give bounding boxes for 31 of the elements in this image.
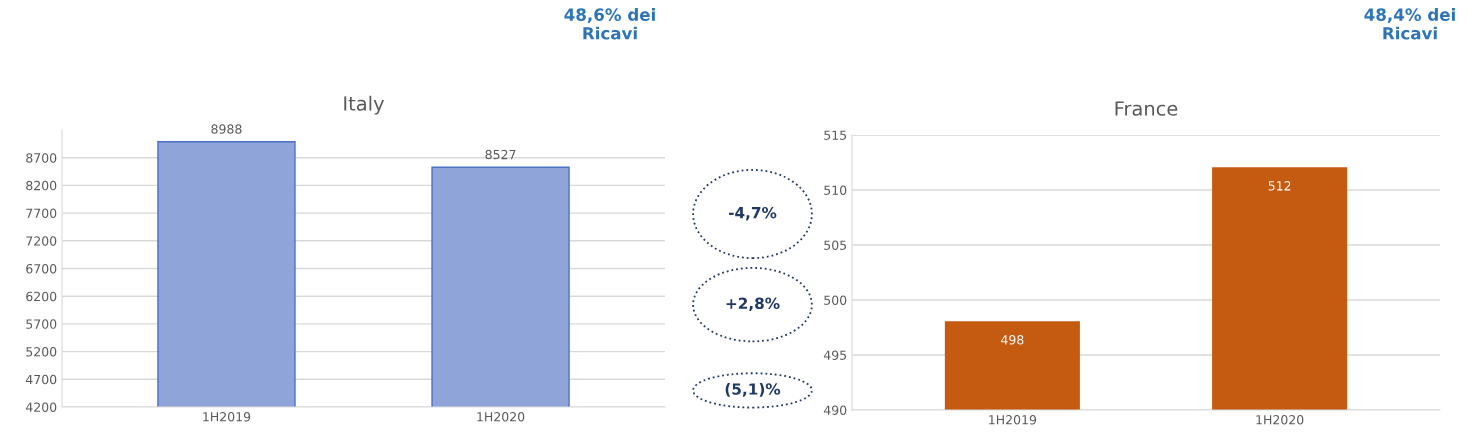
data-label: 8527 <box>485 149 516 160</box>
y-tick-label: 505 <box>824 240 847 250</box>
text: 48,4% dei Ricavi <box>1364 8 1455 40</box>
text: (5,1)% <box>725 383 781 397</box>
x-tick-label: 1H2019 <box>203 412 251 422</box>
y-tick-label: 6700 <box>26 263 57 274</box>
y-tick-label: 4200 <box>25 402 57 412</box>
data-label: 8988 <box>211 124 242 134</box>
y-tick-label: 8700 <box>26 153 57 163</box>
y-tick-label: 7700 <box>26 208 57 219</box>
x-tick-label: 1H2020 <box>1256 415 1304 425</box>
y-tick-label: 495 <box>823 350 847 360</box>
y-tick-label: 5200 <box>26 347 57 357</box>
text: +2,8% <box>726 297 780 312</box>
y-tick-label: 7200 <box>26 236 57 246</box>
y-tick-label: 5700 <box>26 319 57 329</box>
y-tick-label: 8200 <box>26 180 57 191</box>
text: 48,6% dei Ricavi <box>564 8 655 40</box>
data-label: 512 <box>1268 181 1291 191</box>
y-tick-label: 4700 <box>25 374 57 385</box>
x-tick-label: 1H2020 <box>477 412 525 422</box>
y-tick-label: 510 <box>824 185 847 195</box>
data-label: 498 <box>1001 335 1024 345</box>
y-tick-label: 490 <box>823 405 847 415</box>
y-tick-label: 6200 <box>26 291 57 302</box>
text: -4,7% <box>728 206 777 221</box>
chart-title: France <box>1115 101 1178 116</box>
y-tick-label: 500 <box>824 295 847 305</box>
x-tick-label: 1H2019 <box>989 415 1037 425</box>
y-tick-label: 515 <box>824 130 847 140</box>
chart-title: Italy <box>344 95 385 115</box>
